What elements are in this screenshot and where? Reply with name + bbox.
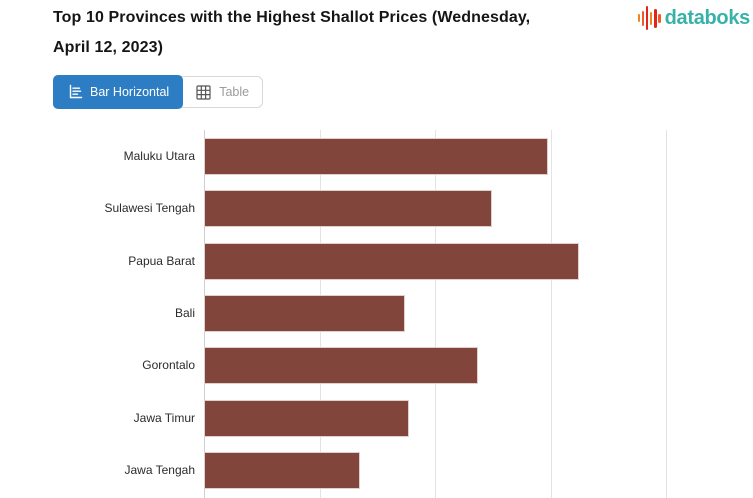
category-label: Jawa Timur	[133, 410, 195, 425]
page-title-line1: Top 10 Provinces with the Highest Shallo…	[53, 9, 531, 26]
databoks-logo[interactable]: databoks	[636, 5, 750, 31]
bar[interactable]	[204, 294, 405, 332]
chart-row: Sulawesi Tengah	[0, 190, 753, 228]
chart-row: Maluku Utara	[0, 138, 753, 175]
table-label: Table	[219, 85, 250, 99]
bar-horizontal-label: Bar Horizontal	[90, 85, 170, 99]
logo-bar	[641, 10, 645, 26]
databoks-logo-text: databoks	[664, 6, 751, 29]
category-label: Jawa Tengah	[124, 462, 196, 477]
category-label: Maluku Utara	[123, 149, 195, 163]
bar[interactable]	[204, 138, 548, 175]
bar[interactable]	[204, 451, 360, 489]
bar-horizontal-icon	[67, 84, 83, 100]
bar[interactable]	[204, 190, 492, 228]
bar[interactable]	[204, 242, 579, 280]
chart-row: Jawa Timur	[0, 399, 753, 437]
logo-bar	[649, 11, 653, 25]
category-label: Gorontalo	[142, 358, 195, 373]
chart-row: Jawa Tengah	[0, 451, 753, 489]
gridline	[435, 130, 436, 498]
logo-bar	[645, 6, 649, 30]
table-button[interactable]: Table	[182, 77, 263, 107]
bar-horizontal-button[interactable]: Bar Horizontal	[53, 75, 184, 109]
bar[interactable]	[204, 399, 409, 437]
category-label: Bali	[174, 305, 195, 320]
chart-row: Gorontalo	[0, 347, 753, 385]
page-title-line2: April 12, 2023)	[53, 39, 163, 56]
bar[interactable]	[204, 347, 478, 385]
gridline	[666, 130, 667, 498]
table-icon	[195, 84, 212, 101]
plot-area: Maluku Utara Sulawesi Tengah Papua Barat Ba…	[0, 130, 753, 498]
view-toggle-group: Bar Horizontal Table	[53, 75, 264, 109]
category-label: Papua Barat	[128, 253, 195, 268]
page-title: Top 10 Provinces with the Highest Shallo…	[53, 3, 628, 63]
logo-bar	[658, 13, 661, 23]
gridline	[550, 130, 552, 498]
logo-bar	[637, 14, 641, 22]
chart-row: Bali	[0, 294, 753, 332]
chart-row: Papua Barat	[0, 242, 753, 280]
databoks-logo-icon	[636, 5, 663, 31]
logo-bar	[653, 8, 657, 28]
category-label: Sulawesi Tengah	[104, 201, 195, 216]
